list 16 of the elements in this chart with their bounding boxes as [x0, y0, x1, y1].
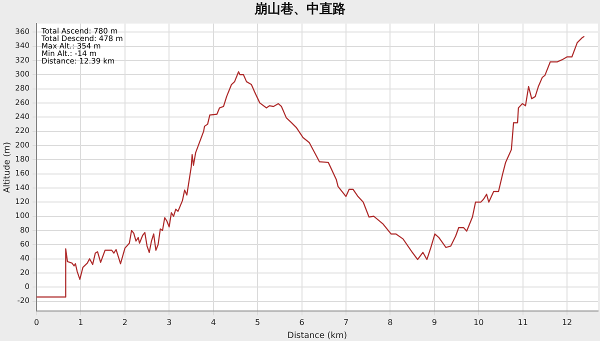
x-tick-label: 4: [210, 318, 216, 328]
x-tick-label: 10: [474, 318, 484, 328]
x-tick-label: 7: [343, 318, 349, 328]
x-axis-title: Distance (km): [287, 331, 348, 341]
x-tick-label: 0: [34, 318, 40, 328]
x-tick-label: 9: [432, 318, 437, 328]
x-tick-label: 12: [562, 318, 572, 328]
x-tick-label: 6: [299, 318, 304, 328]
x-tick-label: 11: [518, 318, 528, 328]
chart-title: 崩山巷、中直路: [254, 2, 346, 18]
x-tick-label: 3: [166, 318, 172, 328]
x-tick-label: 8: [388, 318, 393, 328]
y-axis-title: Altitude (m): [2, 142, 12, 193]
x-tick-label: 1: [78, 318, 84, 328]
x-tick-label: 2: [122, 318, 128, 328]
x-tick-label: 5: [255, 318, 260, 328]
